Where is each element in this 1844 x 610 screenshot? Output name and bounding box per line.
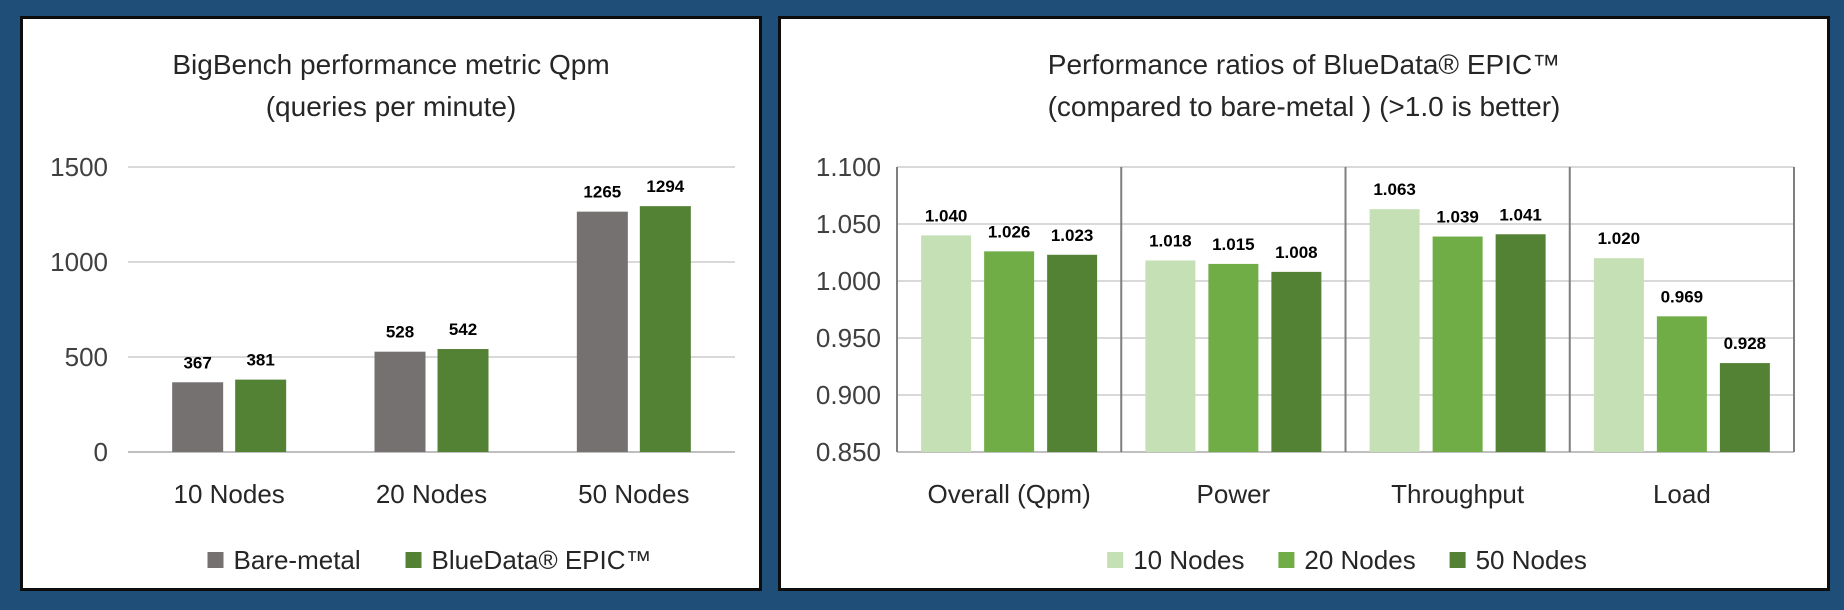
x-tick-label: Throughput bbox=[1391, 479, 1525, 509]
legend-label: 20 Nodes bbox=[1304, 545, 1415, 575]
bar bbox=[921, 235, 972, 452]
y-tick-label: 1.100 bbox=[816, 152, 881, 182]
bar bbox=[1208, 263, 1259, 452]
bar bbox=[437, 349, 489, 452]
legend-label: Bare-metal bbox=[234, 545, 361, 575]
y-tick-label: 0 bbox=[94, 437, 108, 467]
data-label: 1294 bbox=[646, 177, 684, 196]
bar bbox=[576, 211, 628, 452]
bar bbox=[235, 379, 287, 452]
x-tick-label: 50 Nodes bbox=[578, 479, 689, 509]
data-label: 1.041 bbox=[1499, 205, 1542, 224]
y-tick-label: 1000 bbox=[50, 247, 108, 277]
y-tick-label: 1500 bbox=[50, 152, 108, 182]
data-label: 1.063 bbox=[1373, 180, 1416, 199]
y-tick-label: 0.850 bbox=[816, 437, 881, 467]
qpm-bar-chart: BigBench performance metric Qpm (queries… bbox=[50, 49, 735, 575]
bar bbox=[1145, 260, 1196, 452]
x-tick-label: Load bbox=[1653, 479, 1711, 509]
bar bbox=[1271, 271, 1322, 452]
data-label: 0.928 bbox=[1724, 334, 1767, 353]
data-label: 1.020 bbox=[1598, 229, 1641, 248]
legend-swatch bbox=[207, 552, 224, 568]
y-tick-label: 0.900 bbox=[816, 380, 881, 410]
bar bbox=[1719, 363, 1770, 452]
data-label: 1.023 bbox=[1051, 226, 1094, 245]
y-tick-label: 1.000 bbox=[816, 266, 881, 296]
chart-panel-ratios: Performance ratios of BlueData® EPIC™ (c… bbox=[778, 16, 1830, 591]
bar bbox=[639, 206, 691, 452]
data-label: 1265 bbox=[583, 183, 621, 202]
bar bbox=[1432, 236, 1483, 452]
data-label: 367 bbox=[183, 353, 211, 372]
data-label: 0.969 bbox=[1661, 287, 1704, 306]
data-label: 542 bbox=[449, 320, 477, 339]
bar bbox=[984, 251, 1035, 452]
x-tick-label: Overall (Qpm) bbox=[928, 479, 1091, 509]
bar bbox=[1593, 258, 1644, 452]
legend-swatch bbox=[405, 552, 422, 568]
x-tick-label: 10 Nodes bbox=[174, 479, 285, 509]
data-label: 528 bbox=[386, 323, 414, 342]
chart-panel-qpm: BigBench performance metric Qpm (queries… bbox=[20, 16, 762, 591]
x-tick-label: Power bbox=[1197, 479, 1271, 509]
data-label: 1.039 bbox=[1436, 208, 1479, 227]
legend-label: BlueData® EPIC™ bbox=[432, 545, 652, 575]
bar bbox=[1047, 254, 1098, 452]
y-tick-label: 500 bbox=[65, 342, 108, 372]
bar bbox=[1369, 209, 1420, 452]
chart-title: Performance ratios of BlueData® EPIC™ bbox=[1048, 49, 1560, 80]
chart-title: BigBench performance metric Qpm bbox=[172, 49, 609, 80]
bar bbox=[1656, 316, 1707, 452]
data-label: 1.040 bbox=[925, 206, 968, 225]
x-tick-label: 20 Nodes bbox=[376, 479, 487, 509]
bar bbox=[1495, 234, 1546, 452]
data-label: 1.018 bbox=[1149, 231, 1192, 250]
legend-swatch bbox=[1449, 552, 1466, 568]
chart-subtitle: (compared to bare-metal ) (>1.0 is bette… bbox=[1048, 91, 1561, 122]
y-tick-label: 1.050 bbox=[816, 209, 881, 239]
data-label: 1.008 bbox=[1275, 243, 1318, 262]
ratio-bar-chart: Performance ratios of BlueData® EPIC™ (c… bbox=[816, 49, 1795, 575]
chart-subtitle: (queries per minute) bbox=[266, 91, 517, 122]
bar bbox=[374, 351, 426, 452]
data-label: 1.015 bbox=[1212, 235, 1255, 254]
legend-label: 50 Nodes bbox=[1476, 545, 1587, 575]
legend-swatch bbox=[1107, 552, 1124, 568]
legend-label: 10 Nodes bbox=[1133, 545, 1244, 575]
data-label: 381 bbox=[246, 351, 274, 370]
data-label: 1.026 bbox=[988, 222, 1031, 241]
legend-swatch bbox=[1278, 552, 1295, 568]
y-tick-label: 0.950 bbox=[816, 323, 881, 353]
bar bbox=[172, 382, 224, 452]
